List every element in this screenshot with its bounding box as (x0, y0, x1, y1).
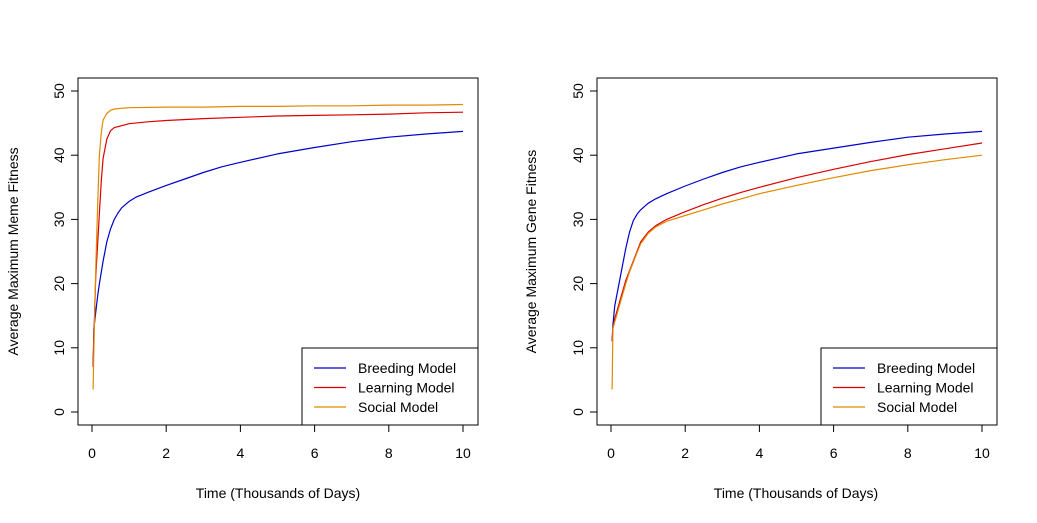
chart-2-x-axis-label: Time (Thousands of Days) (714, 485, 878, 501)
chart-1-y-tick-label-10: 10 (51, 340, 67, 356)
chart-2-y-tick-label-50: 50 (570, 83, 586, 99)
chart-1-x-tick-label-4: 4 (237, 445, 245, 461)
chart-1-series-social-model-line (92, 103, 464, 390)
chart-2-x-tick-label-4: 4 (756, 445, 764, 461)
chart-2-legend-label-social-model: Social Model (877, 399, 957, 415)
chart-2-x-tick-label-2: 2 (681, 445, 689, 461)
chart-1-x-axis-label: Time (Thousands of Days) (196, 485, 360, 501)
chart-1-legend-label-learning-model: Learning Model (358, 380, 455, 396)
chart-1-y-tick-label-20: 20 (51, 276, 67, 292)
chart-2-y-axis-label: Average Maximum Gene Fitness (523, 150, 539, 354)
chart-1-y-tick-label-30: 30 (51, 211, 67, 227)
chart-1-legend-label-social-model: Social Model (358, 399, 438, 415)
chart-1-y-tick-label-0: 0 (51, 408, 67, 416)
chart-2-legend-label-breeding-model: Breeding Model (877, 360, 975, 376)
chart-2-legend: Breeding Model Learning Model Social Model (820, 347, 998, 426)
chart-2-x-tick-label-8: 8 (904, 445, 912, 461)
chart-1-x-tick-label-8: 8 (385, 445, 393, 461)
chart-1-legend-box (301, 347, 479, 426)
chart-1-y-axis-label: Average Maximum Meme Fitness (5, 147, 21, 355)
chart-1-series-learning-model-line (92, 111, 464, 368)
chart-2-legend-label-learning-model: Learning Model (877, 380, 974, 396)
chart-2-y-tick-label-20: 20 (570, 276, 586, 292)
chart-1-plot-frame (77, 77, 479, 426)
chart-2: 0 2 4 6 8 10 0 10 20 30 40 50 Time (Thousands of Day… (523, 77, 998, 501)
chart-1-x-tick-label-0: 0 (88, 445, 96, 461)
chart-2-y-tick-label-10: 10 (570, 340, 586, 356)
chart-1: 0 2 4 6 8 10 0 10 20 30 40 50 Time (Thousands of Day… (5, 77, 479, 501)
chart-2-series-social-model-line (611, 154, 983, 390)
chart-2-plot-frame (596, 77, 998, 426)
chart-1-x-tick-label-2: 2 (162, 445, 170, 461)
chart-1-series-breeding-model-line (92, 130, 464, 368)
chart-2-y-tick-label-40: 40 (570, 147, 586, 163)
chart-1-legend-label-breeding-model: Breeding Model (358, 360, 456, 376)
chart-2-y-tick-label-0: 0 (570, 408, 586, 416)
chart-1-y-tick-label-40: 40 (51, 147, 67, 163)
chart-2-x-tick-label-6: 6 (830, 445, 838, 461)
chart-1-x-tick-label-6: 6 (311, 445, 319, 461)
chart-1-x-tick-label-10: 10 (455, 445, 471, 461)
chart-1-y-tick-label-50: 50 (51, 83, 67, 99)
chart-1-legend: Breeding Model Learning Model Social Model (301, 347, 479, 426)
chart-2-y-tick-label-30: 30 (570, 211, 586, 227)
chart-2-x-tick-label-0: 0 (607, 445, 615, 461)
chart-2-series-learning-model-line (611, 142, 983, 342)
chart-2-x-tick-label-10: 10 (974, 445, 990, 461)
chart-2-legend-box (820, 347, 998, 426)
chart-2-series-breeding-model-line (611, 130, 983, 342)
